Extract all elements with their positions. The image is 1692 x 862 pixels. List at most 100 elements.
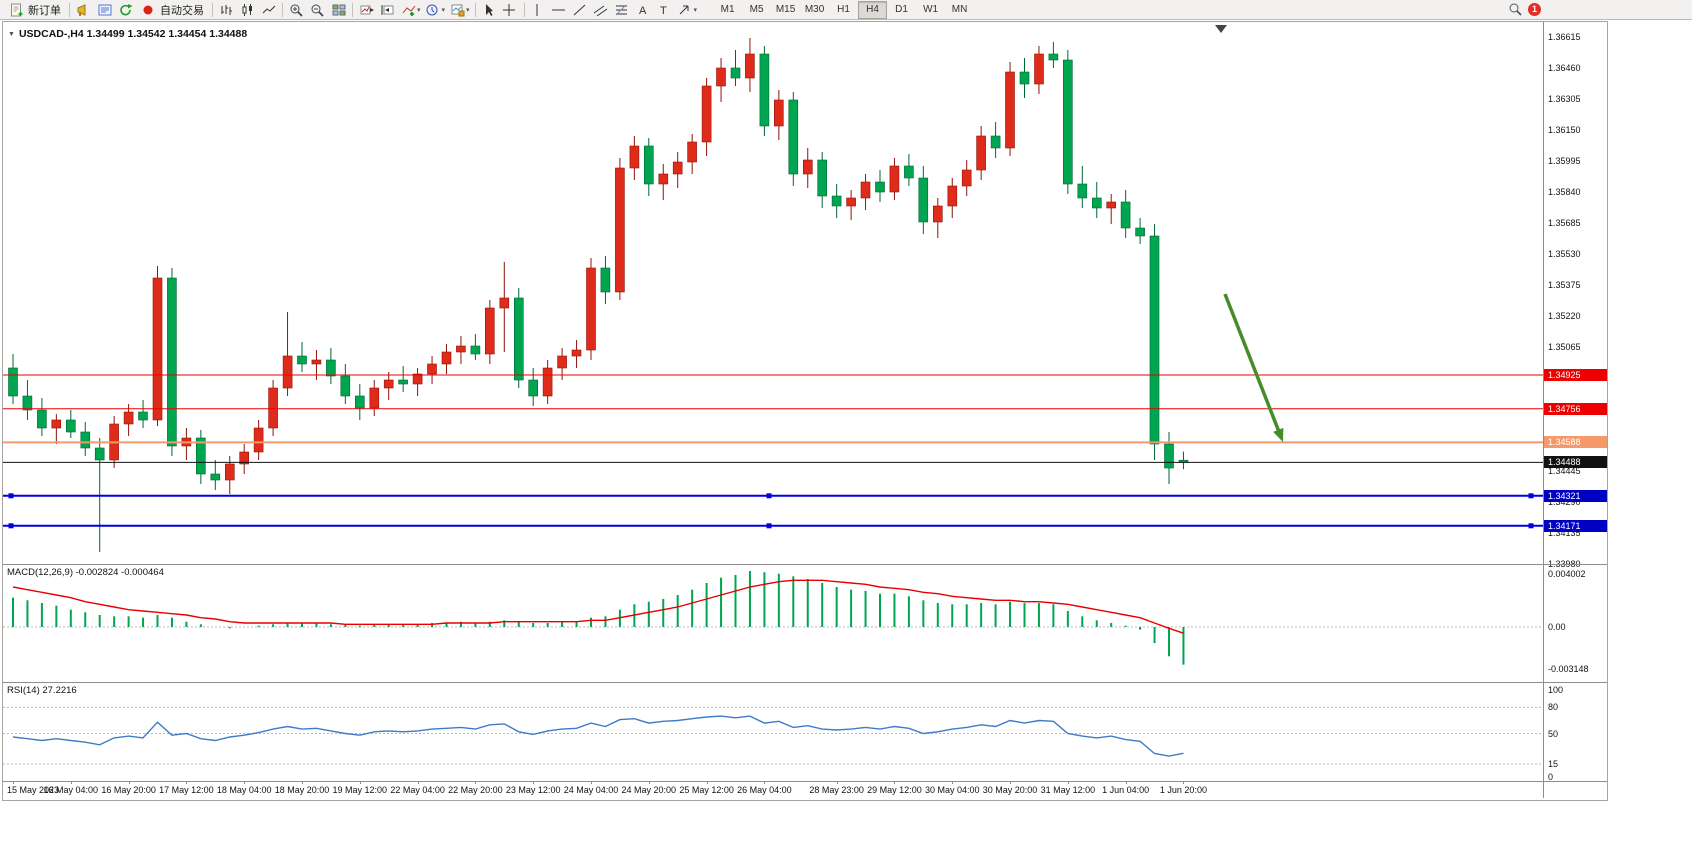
alerts-button[interactable] xyxy=(73,1,94,18)
text-label-icon: T xyxy=(660,5,667,17)
indicators-dropdown-caret[interactable]: ▾ xyxy=(417,6,421,14)
arrow-tool-icon xyxy=(679,5,689,14)
rsi-label: RSI(14) 27.2216 xyxy=(7,685,77,696)
time-axis-label: 22 May 20:00 xyxy=(448,785,503,795)
new-order-button[interactable]: 新订单 xyxy=(4,1,66,18)
zoom-in-button[interactable] xyxy=(286,1,307,18)
trendline-tool[interactable] xyxy=(570,1,591,18)
timeframe-m5[interactable]: M5 xyxy=(749,4,764,15)
search-icon[interactable] xyxy=(1508,2,1524,16)
timeframe-mn[interactable]: MN xyxy=(951,4,968,15)
horizontal-line-tool[interactable] xyxy=(549,1,570,18)
chart-header: ▼ USDCAD-,H4 1.34499 1.34542 1.34454 1.3… xyxy=(8,28,247,40)
price-badge: 1.34171 xyxy=(1544,519,1607,532)
toolbar-separator xyxy=(523,2,525,17)
tile-windows-button[interactable] xyxy=(328,1,349,18)
text-tool[interactable]: A xyxy=(633,1,654,18)
cursor-button[interactable] xyxy=(479,1,500,18)
macd-signal-line xyxy=(12,579,1184,634)
timeframe-w1[interactable]: W1 xyxy=(923,4,939,15)
timeframe-d1[interactable]: D1 xyxy=(895,4,908,15)
main-price-chart[interactable] xyxy=(3,22,1543,564)
trend-arrow[interactable] xyxy=(1223,293,1284,442)
refresh-button[interactable] xyxy=(115,1,136,18)
auto-scroll-button[interactable] xyxy=(356,1,377,18)
fibonacci-icon xyxy=(615,4,628,15)
timeframe-m1[interactable]: M1 xyxy=(720,4,735,15)
time-axis-label: 23 May 12:00 xyxy=(505,785,561,795)
equidistant-channel-icon xyxy=(593,5,608,16)
auto-trading-label: 自动交易 xyxy=(160,4,204,17)
chart-shift-button[interactable] xyxy=(377,1,398,18)
svg-text:A: A xyxy=(639,5,647,17)
notification-badge[interactable]: 1 xyxy=(1528,2,1541,16)
toolbar-separator xyxy=(474,2,476,17)
price-scale[interactable]: 1.36615 1.36460 1.36305 1.36150 1.35995 1.358… xyxy=(1543,22,1607,798)
periods-dropdown-caret[interactable]: ▾ xyxy=(441,6,446,14)
horizontal-lines-layer[interactable] xyxy=(3,374,1543,529)
candlestick-chart-button[interactable] xyxy=(237,1,258,18)
time-axis[interactable]: 15 May 2023 16 May 04:00 16 May 20:00 17 Ma… xyxy=(3,781,1543,798)
time-axis-label: 30 May 20:00 xyxy=(982,785,1038,795)
text-label-tool[interactable]: T xyxy=(654,1,675,18)
scale-tick-label: 1.36305 xyxy=(1548,94,1581,104)
zoom-out-button[interactable] xyxy=(307,1,328,18)
timeframe-h4[interactable]: H4 xyxy=(858,0,888,19)
chart-shift-marker[interactable] xyxy=(1215,25,1227,33)
scale-tick-label: 1.35375 xyxy=(1548,280,1581,290)
vertical-line-tool[interactable] xyxy=(528,1,549,18)
time-axis-label: 19 May 12:00 xyxy=(332,785,388,795)
macd-label: MACD(12,26,9) -0.002824 -0.000464 xyxy=(7,567,164,578)
time-axis-label: 24 May 04:00 xyxy=(563,785,619,795)
market-watch-icon xyxy=(98,4,111,15)
auto-scroll-icon xyxy=(360,5,374,14)
crosshair-button[interactable] xyxy=(500,1,521,18)
vertical-line-icon xyxy=(536,3,538,16)
channel-tool[interactable] xyxy=(591,1,612,18)
timeframe-h1[interactable]: H1 xyxy=(837,4,850,15)
chart-window: ▼ USDCAD-,H4 1.34499 1.34542 1.34454 1.3… xyxy=(2,21,1608,801)
chart-shift-icon xyxy=(381,4,393,15)
scale-tick-label: 50 xyxy=(1548,728,1559,739)
zoom-in-icon xyxy=(290,4,303,17)
panel-separator[interactable] xyxy=(3,564,1607,565)
templates-dropdown-caret[interactable]: ▾ xyxy=(466,6,470,14)
scale-tick-label: 1.34135 xyxy=(1548,528,1581,538)
line-chart-button[interactable] xyxy=(258,1,279,18)
auto-trading-icon xyxy=(143,5,153,14)
toolbar-separator xyxy=(282,2,283,17)
fibonacci-tool[interactable] xyxy=(612,1,633,18)
periods-button[interactable] xyxy=(423,1,444,18)
market-watch-button[interactable] xyxy=(94,1,115,18)
templates-button[interactable] xyxy=(447,1,468,18)
scale-tick-label: 1.35220 xyxy=(1548,311,1581,321)
toolbar-right-cluster: 1 xyxy=(1508,2,1541,16)
scale-tick-label: 1.34445 xyxy=(1548,466,1581,476)
macd-indicator-panel[interactable] xyxy=(3,564,1543,682)
new-order-label: 新订单 xyxy=(28,4,61,17)
time-axis-label: 31 May 12:00 xyxy=(1040,785,1096,795)
toolbar-separator xyxy=(69,2,70,17)
timeframe-m30[interactable]: M30 xyxy=(804,4,825,15)
scale-tick-label: 1.36460 xyxy=(1548,63,1581,73)
scale-tick-label: 100 xyxy=(1548,685,1564,695)
timeframe-m15[interactable]: M15 xyxy=(775,4,796,15)
panel-separator[interactable] xyxy=(3,682,1607,683)
bar-chart-button[interactable] xyxy=(216,1,237,18)
clock-icon xyxy=(426,4,438,15)
macd-histogram xyxy=(12,571,1185,665)
auto-trading-button[interactable]: 自动交易 xyxy=(136,1,209,18)
arrows-dropdown-caret[interactable]: ▾ xyxy=(693,6,698,14)
bar-chart-icon xyxy=(221,4,232,15)
arrows-tool[interactable] xyxy=(675,1,696,18)
scale-tick-label: 15 xyxy=(1548,758,1559,769)
trendline-icon xyxy=(573,4,586,15)
indicators-button[interactable] xyxy=(398,1,419,18)
one-click-trading-toggle[interactable]: ▼ xyxy=(8,30,15,38)
indicators-add-icon xyxy=(402,5,415,16)
rsi-indicator-panel[interactable] xyxy=(3,682,1543,781)
zoom-out-icon xyxy=(311,4,324,17)
time-axis-label: 24 May 20:00 xyxy=(621,785,677,795)
cursor-icon xyxy=(486,3,494,16)
